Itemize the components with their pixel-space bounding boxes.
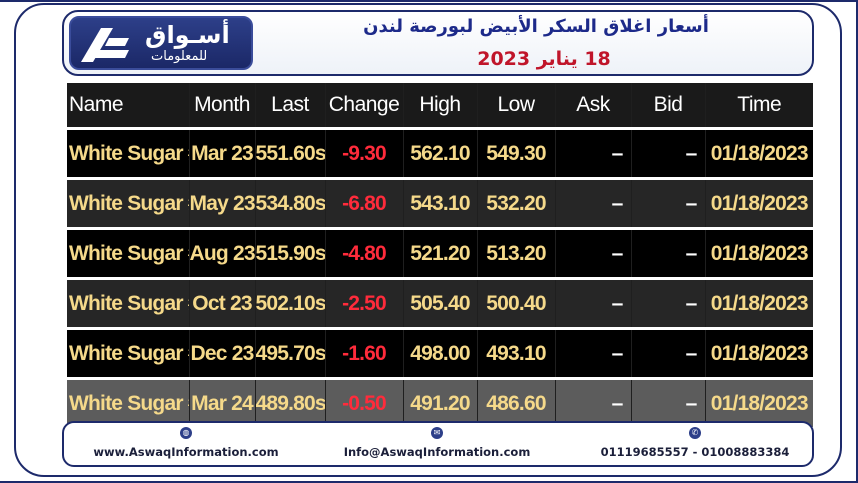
logo-mark-icon [81,28,129,62]
cell-time: 01/18/2023 [704,377,813,427]
cell-ask: – [554,327,631,379]
cell-change: -4.80 [324,227,403,279]
column-header-time: Time [704,83,813,129]
cell-low: 549.30 [476,127,555,179]
table-row: White Sugar #5 Mar 24 489.80s -0.50 491.… [67,377,813,427]
globe-icon: ◍ [180,427,192,439]
cell-month: May 23 [188,177,255,229]
column-header-high: High [402,83,477,129]
cell-name: White Sugar #5 [67,277,189,329]
cell-high: 505.40 [402,277,477,329]
cell-name: White Sugar #5 [67,327,189,379]
contact-footer: ◍ www.AswaqInformation.com ✉ Info@AswaqI… [62,421,814,467]
column-header-ask: Ask [554,83,631,129]
table-row: White Sugar #5 Oct 23 502.10s -2.50 505.… [67,277,813,329]
logo-text: أسـواق [145,21,230,49]
cell-bid: – [630,277,705,329]
cell-high: 562.10 [402,127,477,179]
cell-name: White Sugar #5 [67,377,189,427]
cell-last: 534.80s [254,177,325,229]
column-header-low: Low [476,83,555,129]
prices-table: Name Month Last Change High Low Ask Bid … [67,83,813,427]
cell-last: 495.70s [254,327,325,379]
cell-bid: – [630,327,705,379]
cell-low: 493.10 [476,327,555,379]
cell-bid: – [630,177,705,229]
column-header-change: Change [324,83,403,129]
footer-email[interactable]: ✉ Info@AswaqInformation.com [326,427,548,459]
cell-ask: – [554,177,631,229]
cell-time: 01/18/2023 [704,227,813,279]
cell-time: 01/18/2023 [704,177,813,229]
cell-time: 01/18/2023 [704,127,813,179]
table-row: White Sugar #5 Aug 23 515.90s -4.80 521.… [67,227,813,279]
email-link[interactable]: Info@AswaqInformation.com [343,445,531,459]
cell-high: 543.10 [402,177,477,229]
cell-bid: – [630,127,705,179]
phone-icon: ✆ [689,427,701,439]
cell-ask: – [554,227,631,279]
website-link[interactable]: www.AswaqInformation.com [93,445,279,459]
cell-ask: – [554,277,631,329]
cell-month: Dec 23 [188,327,255,379]
cell-last: 515.90s [254,227,325,279]
cell-change: -6.80 [324,177,403,229]
cell-change: -9.30 [324,127,403,179]
table-row: White Sugar #5 Dec 23 495.70s -1.60 498.… [67,327,813,379]
cell-change: -2.50 [324,277,403,329]
cell-low: 532.20 [476,177,555,229]
cell-month: Mar 24 [188,377,255,427]
cell-low: 513.20 [476,227,555,279]
cell-change: -0.50 [324,377,403,427]
cell-bid: – [630,377,705,427]
cell-high: 498.00 [402,327,477,379]
cell-name: White Sugar #5 [67,127,189,179]
cell-name: White Sugar #5 [67,227,189,279]
cell-high: 521.20 [402,227,477,279]
table-row: White Sugar #5 May 23 534.80s -6.80 543.… [67,177,813,229]
column-header-last: Last [254,83,325,129]
aswaq-logo: أسـواق للمعلومات [69,16,253,70]
column-header-bid: Bid [630,83,705,129]
frame-top-border [0,0,858,2]
footer-website[interactable]: ◍ www.AswaqInformation.com [74,427,298,459]
cell-month: Mar 23 [188,127,255,179]
table-row: White Sugar #5 Mar 23 551.60s -9.30 562.… [67,127,813,179]
header-banner: أسـواق للمعلومات أسعار اغلاق السكر الأبي… [62,10,814,76]
email-icon: ✉ [431,427,443,439]
cell-month: Aug 23 [188,227,255,279]
phone-numbers: 01119685557 - 01008883384 [600,445,790,459]
cell-high: 491.20 [402,377,477,427]
column-header-month: Month [188,83,255,129]
cell-last: 502.10s [254,277,325,329]
frame-right-border [856,0,858,483]
cell-last: 551.60s [254,127,325,179]
logo-subtext: للمعلومات [151,49,208,64]
column-header-name: Name [67,83,189,129]
cell-month: Oct 23 [188,277,255,329]
cell-low: 486.60 [476,377,555,427]
footer-phone: ✆ 01119685557 - 01008883384 [582,427,808,459]
page-date: 18 يناير 2023 [477,48,611,70]
frame-bottom-border [0,481,858,483]
cell-ask: – [554,127,631,179]
table-header-row: Name Month Last Change High Low Ask Bid … [67,83,813,129]
cell-ask: – [554,377,631,427]
cell-time: 01/18/2023 [704,327,813,379]
cell-change: -1.60 [324,327,403,379]
cell-name: White Sugar #5 [67,177,189,229]
cell-time: 01/18/2023 [704,277,813,329]
cell-low: 500.40 [476,277,555,329]
cell-bid: – [630,227,705,279]
cell-last: 489.80s [254,377,325,427]
page-title: أسعار اغلاق السكر الأبيض لبورصة لندن [363,16,709,37]
